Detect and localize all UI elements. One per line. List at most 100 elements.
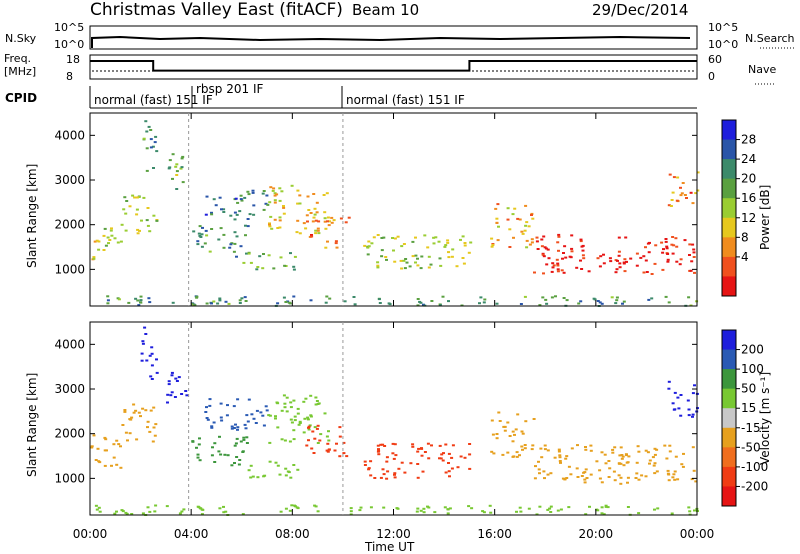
velocity-cell <box>403 471 407 474</box>
power-colorbar-swatch <box>722 159 736 180</box>
power-cell <box>608 257 612 260</box>
power-cell <box>265 194 269 197</box>
power-cell <box>243 296 247 299</box>
velocity-cell <box>293 415 297 418</box>
velocity-cell <box>600 451 604 454</box>
freq-label: Freq. <box>4 52 31 65</box>
power-cell <box>635 264 639 267</box>
power-cell <box>235 235 239 238</box>
velocity-cell <box>543 448 547 451</box>
velocity-cell <box>392 457 396 460</box>
power-cell <box>117 298 121 301</box>
velocity-cell <box>284 507 288 510</box>
power-cell <box>306 220 309 223</box>
power-cell <box>273 199 277 202</box>
velocity-cell <box>211 446 214 449</box>
power-cell <box>238 210 242 213</box>
velocity-cell <box>262 475 266 478</box>
velocity-cell <box>197 443 201 446</box>
velocity-cell <box>576 444 579 447</box>
power-cell <box>175 188 179 190</box>
velocity-cell <box>679 394 683 396</box>
velocity-cell <box>316 424 320 427</box>
velocity-cell <box>104 438 108 441</box>
power-cell <box>556 262 560 265</box>
power-cell <box>430 300 434 302</box>
power-cell <box>667 204 671 207</box>
power-cell <box>582 257 586 260</box>
power-cell <box>416 257 419 260</box>
power-cell <box>212 198 216 201</box>
power-cell <box>530 214 533 216</box>
power-cell <box>201 226 204 229</box>
power-cell <box>145 169 149 172</box>
power-cell <box>352 296 356 298</box>
velocity-cell <box>604 504 608 507</box>
nsky-label: N.Sky <box>5 32 37 45</box>
velocity-cell <box>687 408 691 411</box>
power-cell <box>530 241 534 244</box>
freq-tick-bottom: 8 <box>66 70 73 83</box>
power-cell <box>236 201 240 204</box>
velocity-cell <box>148 430 152 433</box>
velocity-cell <box>195 446 198 449</box>
power-cell <box>540 238 544 241</box>
velocity-cell <box>687 506 691 509</box>
velocity-cell <box>306 418 310 421</box>
velocity-cell <box>125 512 129 515</box>
velocity-cell <box>515 510 518 513</box>
velocity-cell <box>447 462 450 464</box>
power-cell <box>312 193 316 195</box>
velocity-yaxis: 4000 3000 2000 1000 <box>54 337 697 485</box>
velocity-cell <box>598 477 602 480</box>
velocity-cell <box>379 476 383 479</box>
power-cell <box>679 186 682 189</box>
power-cell <box>106 299 110 302</box>
power-cell <box>587 270 591 273</box>
velocity-cell <box>416 507 420 510</box>
power-cell <box>122 208 126 211</box>
power-cell <box>278 187 282 190</box>
velocity-cell <box>622 464 626 467</box>
power-cell <box>579 259 582 262</box>
velocity-cell <box>178 512 182 515</box>
velocity-cell <box>225 414 229 417</box>
velocity-cell <box>315 427 319 430</box>
power-cell <box>292 265 296 268</box>
power-cell <box>205 234 209 237</box>
power-cell <box>443 245 447 248</box>
power-cell <box>451 248 455 251</box>
power-cell <box>276 302 280 305</box>
velocity-cell <box>198 459 202 462</box>
power-cell <box>309 299 313 302</box>
power-cell <box>483 298 487 301</box>
power-cell <box>420 255 424 258</box>
power-cell <box>617 236 621 239</box>
power-cell <box>200 233 204 236</box>
power-cell <box>113 237 117 240</box>
velocity-cell <box>289 401 293 404</box>
power-colorbar-swatch <box>722 120 736 141</box>
power-cell <box>402 243 406 245</box>
power-cell <box>416 304 420 307</box>
power-cell <box>242 261 246 264</box>
velocity-cell <box>611 451 615 454</box>
velocity-cell <box>148 510 152 513</box>
velocity-cell <box>165 505 169 508</box>
power-cell <box>135 196 139 199</box>
power-cell <box>243 196 247 199</box>
power-cell <box>403 267 407 270</box>
velocity-cell <box>283 406 287 409</box>
power-cell <box>662 248 665 251</box>
power-cell <box>540 245 544 248</box>
power-cell <box>210 302 213 305</box>
velocity-cell <box>606 506 610 509</box>
power-cell <box>306 195 310 198</box>
power-cell <box>292 268 296 271</box>
velocity-cell <box>588 505 591 508</box>
power-cell <box>647 251 651 254</box>
power-cell <box>562 297 566 299</box>
velocity-cell <box>141 342 145 345</box>
power-cell <box>334 242 338 245</box>
velocity-cell <box>520 445 524 448</box>
